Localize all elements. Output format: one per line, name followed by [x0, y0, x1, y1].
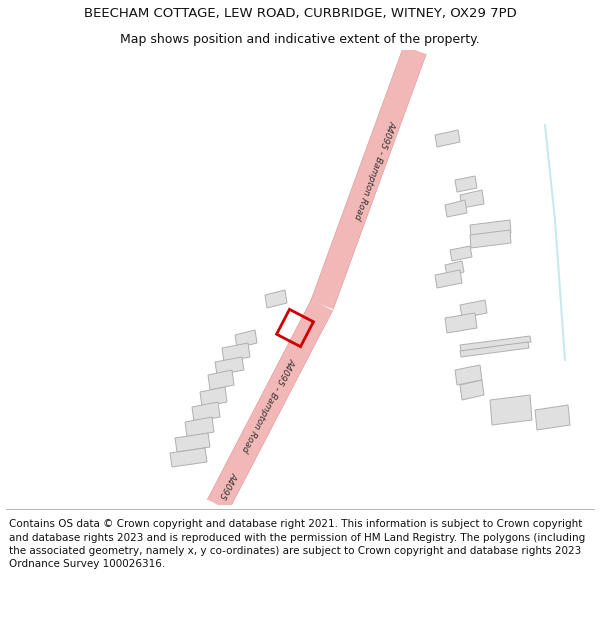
Text: Map shows position and indicative extent of the property.: Map shows position and indicative extent… [120, 32, 480, 46]
Text: BEECHAM COTTAGE, LEW ROAD, CURBRIDGE, WITNEY, OX29 7PD: BEECHAM COTTAGE, LEW ROAD, CURBRIDGE, WI… [83, 8, 517, 21]
Polygon shape [435, 130, 460, 147]
Polygon shape [235, 330, 257, 348]
Text: A4095: A4095 [217, 470, 239, 500]
Text: A4095 - Bampton Road: A4095 - Bampton Road [240, 356, 296, 454]
Polygon shape [215, 357, 244, 375]
Polygon shape [450, 246, 472, 261]
Polygon shape [470, 220, 511, 238]
Polygon shape [470, 230, 511, 248]
Polygon shape [460, 342, 529, 357]
Polygon shape [208, 299, 332, 511]
Polygon shape [535, 405, 570, 430]
Polygon shape [208, 370, 234, 390]
Polygon shape [460, 300, 487, 318]
Polygon shape [445, 261, 464, 276]
Polygon shape [460, 190, 484, 208]
Polygon shape [445, 313, 477, 333]
Polygon shape [265, 290, 287, 308]
Polygon shape [200, 387, 227, 407]
Polygon shape [455, 365, 482, 385]
Polygon shape [490, 395, 532, 425]
Polygon shape [455, 176, 477, 192]
Text: A4095 - Bampton Road: A4095 - Bampton Road [353, 119, 397, 221]
Polygon shape [435, 270, 462, 288]
Polygon shape [460, 380, 484, 400]
Polygon shape [192, 402, 220, 422]
Polygon shape [222, 343, 250, 362]
Polygon shape [311, 46, 426, 309]
Polygon shape [445, 200, 467, 217]
Polygon shape [185, 417, 214, 437]
Polygon shape [170, 448, 207, 467]
Polygon shape [175, 433, 210, 452]
Text: Contains OS data © Crown copyright and database right 2021. This information is : Contains OS data © Crown copyright and d… [9, 519, 585, 569]
Polygon shape [460, 336, 531, 351]
